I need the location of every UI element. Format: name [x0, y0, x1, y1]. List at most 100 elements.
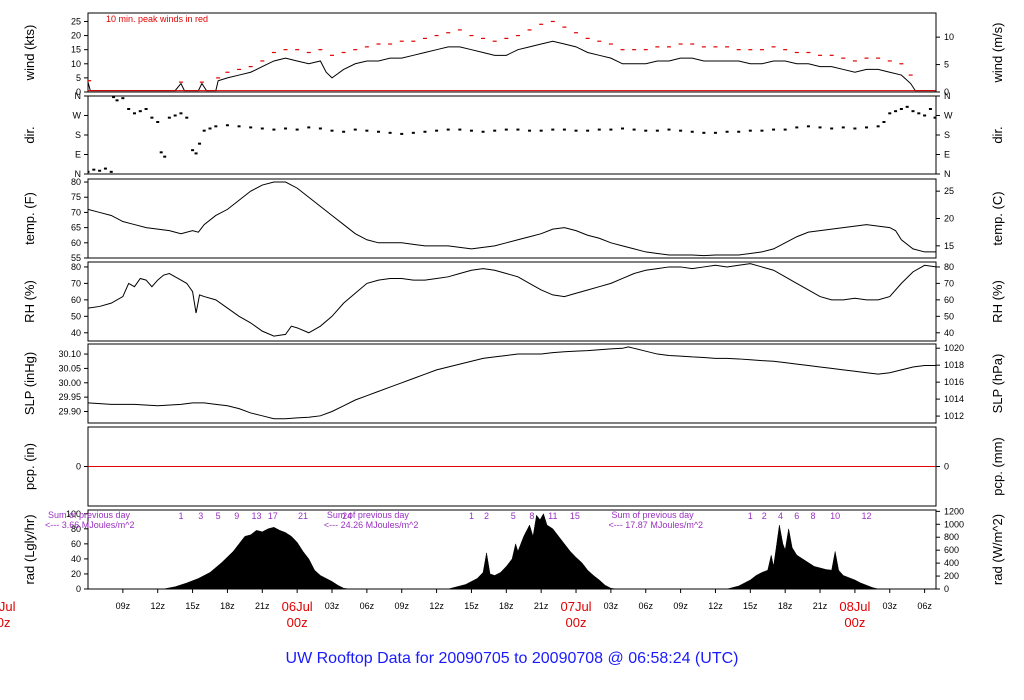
right-axis-label: SLP (hPa) — [990, 354, 1005, 414]
x-tick-label: 07Jul — [560, 599, 591, 614]
dir-dir-point — [516, 128, 520, 131]
dir-dir-point — [249, 126, 253, 129]
right-axis-label: pcp. (mm) — [990, 437, 1005, 496]
left-tick-label: 55 — [71, 253, 81, 263]
right-tick-label: 40 — [944, 328, 954, 338]
radiation-hour-marker: 2 — [484, 511, 489, 521]
left-tick-label: N — [75, 169, 82, 179]
dir-dir-point — [632, 128, 636, 131]
left-tick-label: 60 — [71, 238, 81, 248]
left-tick-label: 40 — [71, 328, 81, 338]
radiation-hour-marker: 15 — [570, 511, 580, 521]
right-tick-label: 20 — [944, 214, 954, 224]
left-axis-label: dir. — [22, 126, 37, 143]
dir-dir-point — [702, 131, 706, 134]
left-tick-label: 0 — [76, 462, 81, 472]
dir-dir-point — [760, 129, 764, 132]
x-tick-label: 21z — [255, 601, 270, 611]
left-axis-label: rad (Lgly/hr) — [22, 514, 37, 584]
dir-dir-point — [621, 127, 625, 130]
panel-frame — [87, 95, 937, 175]
x-tick-label: 21z — [534, 601, 549, 611]
dir-dir-point — [795, 126, 799, 129]
dir-dir-point — [574, 129, 578, 132]
x-tick-label: 08Jul — [839, 599, 870, 614]
dir-dir-point — [121, 97, 125, 100]
left-tick-label: 80 — [71, 262, 81, 272]
left-tick-label: 30.10 — [58, 349, 81, 359]
left-tick-label: 29.90 — [58, 407, 81, 417]
dir-dir-point — [138, 110, 142, 113]
dir-dir-point — [911, 110, 915, 113]
dir-dir-point — [923, 114, 927, 117]
panel-temp: 55 60 65 70 75 80 15 20 25 temp. (F) temp. (C) — [22, 177, 1005, 263]
radiation-sum-value: <--- 3.66 MJoules/m^2 — [45, 520, 135, 530]
left-tick-label: W — [73, 111, 82, 121]
dir-dir-point — [159, 151, 163, 154]
left-tick-label: 40 — [71, 554, 81, 564]
right-axis-label: RH (%) — [990, 280, 1005, 323]
x-date-hour-label: 00z — [0, 615, 10, 630]
left-tick-label: 50 — [71, 311, 81, 321]
dir-dir-point — [655, 129, 659, 132]
radiation-hour-marker: 5 — [511, 511, 516, 521]
right-tick-label: 80 — [944, 262, 954, 272]
right-tick-label: 0 — [944, 87, 949, 97]
panel-slp: 29.90 29.95 30.00 30.05 30.10 1012 1014 1016 101… — [22, 343, 1005, 424]
dir-dir-point — [365, 129, 369, 132]
dir-dir-point — [132, 112, 136, 115]
panel-series — [88, 20, 936, 92]
x-tick-label: 03z — [325, 601, 340, 611]
dir-dir-point — [894, 110, 898, 113]
dir-dir-point — [388, 131, 392, 134]
x-date-hour-label: 00z — [566, 615, 587, 630]
dir-dir-point — [469, 129, 473, 132]
panel-wind: 0 5 10 15 20 25 0 5 10 wind (kts) wind (m/s) — [22, 12, 1005, 97]
dir-dir-point — [167, 116, 171, 119]
right-tick-label: W — [944, 111, 953, 121]
right-tick-label: 1000 — [944, 519, 964, 529]
right-tick-label: 1016 — [944, 377, 964, 387]
radiation-hour-marker: 13 — [251, 511, 261, 521]
right-tick-label: 60 — [944, 295, 954, 305]
dir-dir-point — [208, 127, 212, 130]
dir-dir-point — [435, 129, 439, 132]
left-axis-label: SLP (inHg) — [22, 352, 37, 415]
radiation-hour-marker: 17 — [268, 511, 278, 521]
dir-dir-point — [690, 130, 694, 133]
right-tick-label: 70 — [944, 278, 954, 288]
dir-dir-point — [539, 129, 543, 132]
right-tick-label: 1020 — [944, 343, 964, 353]
radiation-hour-marker: 11 — [548, 511, 557, 521]
dir-dir-point — [713, 131, 717, 134]
panel-rh: 40 50 60 70 80 40 50 60 70 80 RH (%) RH (%) — [22, 261, 1005, 342]
dir-dir-point — [644, 129, 648, 132]
dir-dir-point — [225, 124, 229, 127]
left-tick-label: 70 — [71, 207, 81, 217]
dir-dir-point — [318, 127, 322, 130]
x-tick-label: 03z — [882, 601, 897, 611]
x-tick-label: 03z — [604, 601, 619, 611]
dir-dir-point — [109, 170, 113, 173]
temp-series-line — [88, 181, 936, 257]
dir-dir-point — [284, 127, 288, 130]
dir-dir-point — [237, 125, 241, 128]
dir-dir-point — [917, 112, 921, 115]
right-tick-label: 1200 — [944, 506, 964, 516]
dir-dir-point — [772, 128, 776, 131]
right-tick-label: 200 — [944, 571, 959, 581]
left-tick-label: 80 — [71, 524, 81, 534]
right-tick-label: N — [944, 91, 951, 101]
radiation-hour-marker: 8 — [811, 511, 816, 521]
left-tick-label: 29.95 — [58, 392, 81, 402]
panel-frame — [87, 12, 937, 93]
x-tick-label: 09z — [394, 601, 409, 611]
radiation-hour-marker: 3 — [198, 511, 203, 521]
dir-dir-point — [806, 125, 810, 128]
dir-dir-point — [446, 128, 450, 131]
radiation-sum-value: <--- 17.87 MJoules/m^2 — [609, 520, 704, 530]
x-tick-label: 12z — [708, 601, 723, 611]
